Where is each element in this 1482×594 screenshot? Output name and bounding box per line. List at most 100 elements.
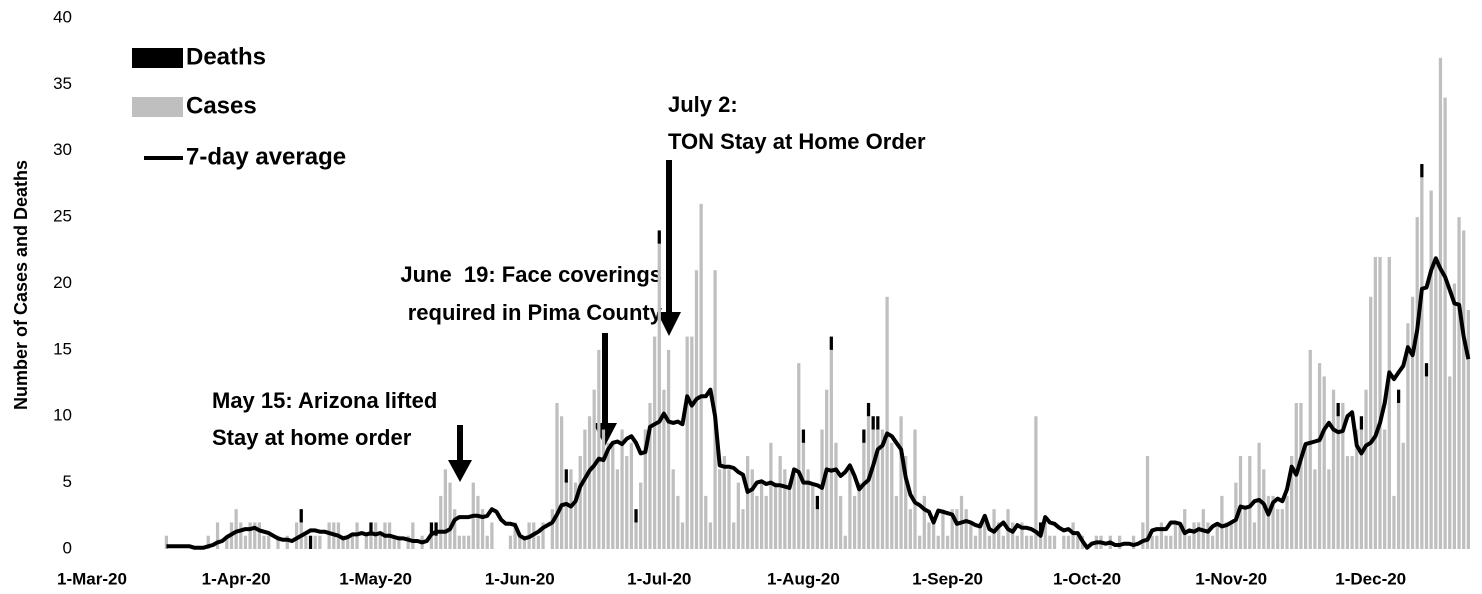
bar — [1015, 535, 1019, 549]
bar — [434, 535, 438, 549]
bar — [564, 482, 568, 549]
bar — [615, 469, 620, 549]
bar — [1210, 535, 1215, 549]
bar — [955, 509, 959, 549]
bar — [462, 535, 466, 549]
y-tick-label: 15 — [53, 339, 72, 358]
bar — [1169, 535, 1173, 549]
bar — [1387, 256, 1391, 549]
annotation: required in Pima County — [408, 300, 663, 325]
bar — [639, 482, 643, 549]
bar — [308, 535, 313, 549]
bar — [945, 535, 950, 549]
bar — [490, 522, 494, 549]
bar — [508, 535, 513, 549]
bar — [904, 456, 908, 549]
bar — [1011, 522, 1015, 549]
annotation: June 19: Face coverings — [400, 262, 662, 287]
bar — [318, 535, 322, 549]
bar — [806, 469, 810, 549]
x-tick-label: 1-Sep-20 — [912, 569, 983, 588]
bar — [1303, 442, 1308, 549]
bar — [997, 522, 1001, 549]
bar — [708, 522, 713, 549]
bar — [1043, 522, 1047, 549]
annotation: July 2: — [668, 92, 738, 117]
bar — [811, 482, 815, 549]
bar — [773, 482, 778, 549]
bar — [1308, 349, 1312, 549]
bar — [597, 349, 601, 549]
bar — [918, 535, 922, 549]
y-tick-label: 0 — [63, 538, 72, 557]
bar — [1355, 429, 1359, 549]
bar — [369, 535, 373, 549]
bar — [1141, 522, 1145, 549]
bar — [745, 456, 750, 549]
bar — [164, 535, 169, 549]
bar — [1313, 469, 1317, 549]
bar — [680, 522, 685, 549]
bar — [1438, 57, 1443, 549]
bar — [346, 535, 350, 549]
legend-label: Deaths — [186, 43, 266, 70]
bar — [894, 495, 899, 549]
bar — [838, 495, 843, 549]
legend: Deaths Cases 7-day average — [132, 43, 346, 170]
bar — [1401, 442, 1405, 549]
annotation: Stay at home order — [212, 425, 412, 450]
bar — [750, 469, 754, 549]
bar — [843, 535, 847, 549]
legend-swatch — [132, 97, 183, 117]
bar — [1150, 535, 1154, 549]
bar — [1038, 535, 1043, 549]
bar — [625, 456, 629, 549]
bar — [666, 349, 671, 549]
bar — [1443, 97, 1447, 550]
bar — [476, 495, 480, 549]
bar — [885, 296, 889, 549]
bar — [1410, 296, 1415, 549]
bar — [262, 535, 266, 549]
bar — [978, 522, 982, 549]
bar — [206, 535, 210, 549]
bar — [429, 535, 434, 549]
bar — [1345, 456, 1350, 549]
bar — [267, 535, 271, 549]
bar — [862, 442, 866, 549]
bar — [662, 389, 666, 549]
bar — [573, 482, 578, 549]
bar — [1317, 363, 1322, 549]
annotation: TON Stay at Home Order — [668, 129, 926, 154]
bar — [871, 416, 875, 430]
bar — [1052, 535, 1057, 549]
arrow-head — [448, 460, 472, 482]
bar — [411, 522, 415, 549]
bar — [239, 522, 243, 549]
bar — [741, 509, 745, 549]
bar — [453, 509, 457, 549]
bar — [1359, 416, 1364, 430]
bar — [1364, 389, 1368, 549]
bar — [285, 535, 289, 549]
bar — [1238, 456, 1243, 549]
bar — [1378, 256, 1382, 549]
y-tick-label: 35 — [53, 74, 72, 93]
bar — [480, 509, 485, 549]
y-tick-label: 20 — [53, 273, 72, 292]
bar — [1266, 495, 1271, 549]
bar — [1415, 217, 1419, 549]
bar — [736, 482, 740, 549]
bar — [634, 509, 638, 523]
bar — [392, 535, 396, 549]
bar — [950, 509, 954, 549]
bar — [560, 416, 564, 549]
bar — [434, 522, 438, 536]
bar — [564, 469, 568, 483]
bar — [248, 522, 252, 549]
y-axis-label: Number of Cases and Deaths — [11, 160, 31, 410]
bar — [1396, 389, 1401, 403]
bar — [1020, 522, 1024, 549]
bar — [555, 402, 559, 549]
y-tick-label: 25 — [53, 207, 72, 226]
